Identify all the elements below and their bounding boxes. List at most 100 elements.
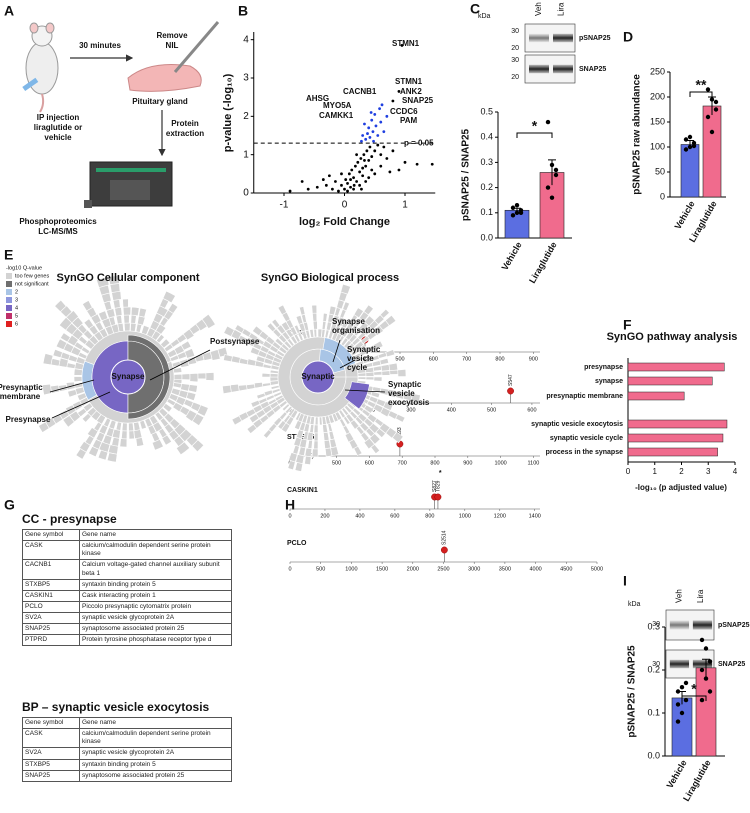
table-cell: calcium/calmodulin dependent serine prot… bbox=[79, 540, 232, 561]
marker-label: 20 bbox=[511, 74, 519, 81]
sunburst-segment bbox=[329, 438, 338, 449]
sunburst-segment bbox=[370, 391, 381, 399]
point bbox=[403, 160, 407, 164]
panel-label: D bbox=[623, 29, 633, 45]
site-label: S2514 bbox=[442, 530, 448, 545]
legend-swatch bbox=[6, 281, 12, 287]
x-tick-label: 4500 bbox=[560, 566, 572, 572]
sunburst-segment bbox=[277, 420, 287, 430]
segment-label: cycle bbox=[347, 363, 368, 372]
sunburst-segment bbox=[54, 299, 67, 313]
point bbox=[391, 99, 395, 103]
data-point bbox=[709, 97, 715, 102]
point bbox=[356, 160, 360, 164]
data-point bbox=[683, 137, 689, 142]
y-tick-label: 3 bbox=[243, 73, 249, 84]
x-tick-label: 500 bbox=[395, 356, 404, 362]
sunburst-segment bbox=[180, 340, 192, 351]
sunburst-segment bbox=[180, 383, 190, 392]
bar bbox=[627, 447, 718, 457]
legend-label: 2 bbox=[15, 289, 18, 295]
point bbox=[347, 172, 351, 176]
data-point bbox=[514, 210, 520, 215]
y-tick-label: 2 bbox=[243, 111, 249, 122]
point bbox=[388, 170, 392, 174]
sunburst-segment bbox=[50, 358, 61, 367]
point bbox=[352, 176, 355, 180]
sunburst-segment bbox=[382, 401, 394, 411]
band-label: SNAP25 bbox=[718, 661, 745, 668]
legend-swatch bbox=[6, 289, 12, 295]
bar bbox=[695, 667, 717, 757]
sunburst-segment bbox=[312, 320, 318, 330]
data-point bbox=[683, 697, 689, 703]
x-tick-label: 900 bbox=[529, 356, 538, 362]
table-row: SNAP25 synaptosome associated protein 25 bbox=[22, 623, 232, 636]
sunburst-segment bbox=[181, 373, 191, 381]
sunburst-segment bbox=[123, 314, 130, 324]
blot-band bbox=[669, 620, 690, 630]
y-tick-label: 0.1 bbox=[480, 207, 493, 217]
sunburst-segment bbox=[167, 302, 179, 314]
x-tick-label: 400 bbox=[355, 513, 364, 519]
blot-label: kDa bbox=[478, 13, 491, 20]
x-tick-label: 1 bbox=[653, 467, 658, 476]
table: Gene symbol Gene name CASK calcium/calmodul… bbox=[22, 716, 232, 782]
step-label: IP injection bbox=[37, 113, 80, 122]
sunburst-segment bbox=[373, 371, 383, 376]
segment-label: vesicle bbox=[388, 389, 415, 398]
data-point bbox=[675, 702, 681, 707]
legend-swatch bbox=[6, 273, 12, 279]
blot-band bbox=[553, 64, 573, 74]
x-tick-label: 1000 bbox=[495, 460, 507, 466]
data-point bbox=[699, 697, 705, 703]
x-tick-label: 600 bbox=[429, 356, 438, 362]
blot-band bbox=[692, 620, 713, 630]
sunburst-segment bbox=[52, 348, 63, 359]
sunburst-segment bbox=[353, 307, 364, 319]
y-tick-label: 0.2 bbox=[647, 664, 660, 674]
y-tick-label: 0.4 bbox=[480, 132, 493, 142]
table-cell: Gene name bbox=[79, 528, 232, 542]
table-cell: synaptic vesicle glycoprotein 2A bbox=[79, 747, 232, 760]
point bbox=[360, 139, 363, 143]
sunburst-segment bbox=[307, 440, 313, 450]
marker-label: 20 bbox=[511, 45, 519, 52]
y-tick-label: 0.1 bbox=[647, 707, 660, 717]
leader-line bbox=[49, 379, 95, 393]
x-tick-label: 3500 bbox=[499, 566, 511, 572]
table-row: PCLO Piccolo presynaptic cytomatrix prote… bbox=[22, 600, 232, 614]
sunburst-segment bbox=[246, 423, 258, 434]
point bbox=[350, 168, 354, 172]
segment-label: vesicle bbox=[347, 354, 374, 363]
table-row: STXBP5 syntaxin binding protein 5 bbox=[22, 758, 232, 771]
chart-title: SynGO pathway analysis bbox=[607, 331, 738, 343]
sunburst-title: SynGO Biological process bbox=[261, 272, 399, 284]
sunburst-segment bbox=[269, 369, 279, 374]
sunburst-segment bbox=[380, 364, 391, 372]
x-tick-label: 1100 bbox=[528, 460, 540, 466]
point bbox=[352, 187, 355, 191]
gene-table: CC - presynapse Gene symbol Gene name CASK c… bbox=[22, 512, 232, 647]
x-tick-label: 3000 bbox=[468, 566, 480, 572]
band-label: pSNAP25 bbox=[718, 622, 750, 629]
point bbox=[371, 130, 375, 134]
point bbox=[368, 136, 372, 139]
x-tick-label: 4000 bbox=[529, 566, 541, 572]
table-cell: syntaxin binding protein 5 bbox=[79, 758, 232, 771]
x-tick-label: 600 bbox=[527, 407, 536, 413]
sunburst-segment bbox=[106, 452, 118, 463]
x-tick-label: 2 bbox=[679, 467, 684, 476]
sunburst-segment bbox=[342, 415, 351, 425]
table-cell: synaptosome associated protein 25 bbox=[79, 769, 232, 782]
sunburst-segment bbox=[223, 354, 233, 363]
point bbox=[362, 153, 366, 157]
y-axis-label: pSNAP25 / SNAP25 bbox=[461, 128, 472, 221]
point bbox=[367, 159, 371, 162]
blot-band bbox=[529, 64, 549, 74]
x-tick-label: 1000 bbox=[345, 566, 357, 572]
sunburst-segment bbox=[230, 383, 240, 393]
sunburst-segment bbox=[309, 424, 315, 434]
data-point bbox=[687, 134, 693, 140]
